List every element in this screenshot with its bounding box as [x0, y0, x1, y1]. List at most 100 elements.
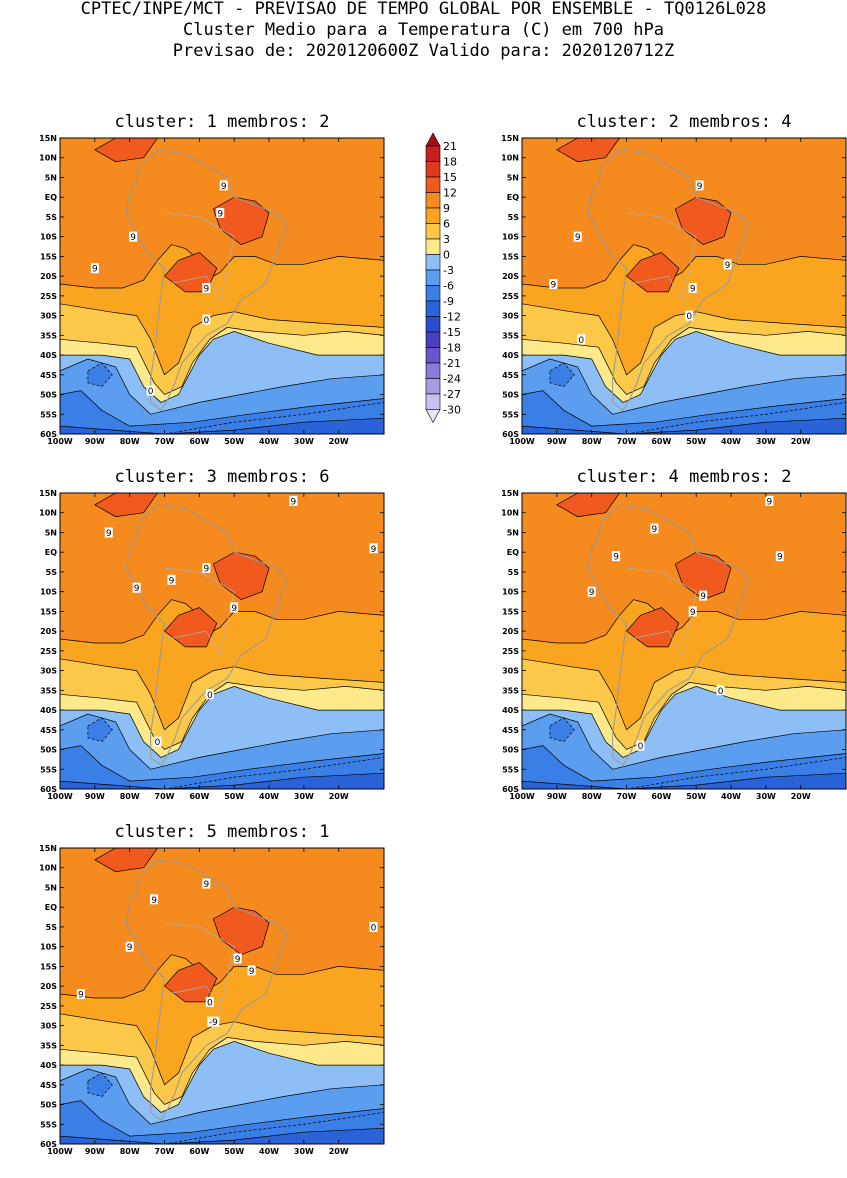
lat-label: 50S — [40, 391, 57, 400]
lat-label: 60S — [502, 785, 519, 794]
lat-label: 55S — [502, 765, 519, 774]
contour-label-box — [216, 207, 225, 218]
lat-label: 5N — [45, 173, 57, 182]
colorbar-box — [425, 347, 441, 364]
lat-label: 5S — [508, 213, 520, 222]
lon-label: 80W — [120, 792, 140, 801]
contour-label-box — [688, 282, 697, 293]
cold-cell — [549, 362, 575, 387]
contour-label-box — [723, 259, 732, 270]
colorbar-box — [425, 362, 441, 379]
lon-label: 60W — [651, 792, 671, 801]
lat-label: 5S — [508, 568, 520, 577]
lat-label: 20S — [40, 627, 57, 636]
contour-label-box — [167, 574, 176, 585]
lat-label: 10S — [502, 233, 519, 242]
colorbar-arrow-top — [425, 132, 441, 147]
cold-cell — [87, 717, 113, 742]
contour-label-box — [207, 1016, 220, 1027]
lat-label: EQ — [45, 193, 57, 202]
contour-label: 0 — [686, 312, 692, 322]
colorbar-box — [425, 393, 441, 410]
contour-label-box — [202, 282, 211, 293]
contour-label-box — [775, 551, 784, 562]
contour-label: 9 — [766, 497, 772, 507]
map-canvas: 9 9 9 9 9 0 0 15N 10N 5N EQ 5S 10S 15S 20S 25S 30S 35S 40S… — [39, 134, 385, 446]
cold-cell — [549, 717, 575, 742]
lon-label: 100W — [47, 792, 73, 801]
lon-label: 30W — [756, 437, 776, 446]
lat-label: 50S — [502, 391, 519, 400]
colorbar-box — [425, 285, 441, 302]
lat-label: 10N — [39, 509, 57, 518]
lat-label: 15S — [502, 607, 519, 616]
contour-label-box — [205, 996, 214, 1007]
lon-label: 30W — [294, 792, 314, 801]
lon-label: 20W — [329, 792, 349, 801]
contour-label-box — [369, 543, 378, 554]
coastline — [125, 149, 288, 412]
lon-label: 40W — [259, 1147, 279, 1156]
lat-label: 35S — [502, 331, 519, 340]
lon-label: 40W — [259, 792, 279, 801]
lat-label: 45S — [40, 1081, 57, 1090]
contour-label-box — [612, 551, 621, 562]
contour-label-box — [716, 685, 725, 696]
lon-label: 100W — [47, 437, 73, 446]
contour-label: 9 — [725, 261, 731, 271]
contour-label: 9 — [550, 281, 556, 291]
lat-label: 5N — [507, 173, 519, 182]
contour-label: 0 — [578, 336, 584, 346]
colorbar-label: -24 — [443, 373, 461, 386]
contour-label: 0 — [155, 738, 161, 748]
contour-label: 9 — [203, 564, 209, 574]
contour-label-box — [150, 894, 159, 905]
colorbar-box — [425, 207, 441, 224]
lat-label: 40S — [40, 1061, 57, 1070]
contour-label: 9 — [690, 608, 696, 618]
lat-label: 55S — [502, 410, 519, 419]
contour-label: 0 — [207, 998, 213, 1008]
contour-label: 0 — [203, 316, 209, 326]
contour-label: 9 — [235, 955, 241, 965]
contour-label-box — [104, 527, 113, 538]
lat-label: 45S — [502, 726, 519, 735]
map-frame — [59, 137, 385, 435]
colorbar-label: 6 — [443, 218, 450, 231]
lat-label: 10N — [501, 154, 519, 163]
colorbar-box — [425, 176, 441, 193]
contour-label: 0 — [718, 687, 724, 697]
lon-label: 100W — [47, 1147, 73, 1156]
lat-label: 35S — [40, 331, 57, 340]
lat-label: 10N — [39, 864, 57, 873]
colorbar-label: 18 — [443, 156, 457, 169]
lon-label: 70W — [155, 792, 175, 801]
colorbar-box — [425, 316, 441, 333]
lat-label: 40S — [40, 706, 57, 715]
lat-label: 10N — [39, 154, 57, 163]
lat-label: 5N — [45, 883, 57, 892]
lat-label: EQ — [45, 548, 57, 557]
coastline — [125, 504, 288, 767]
lat-label: 15N — [501, 489, 519, 498]
dashed-contour — [164, 1112, 384, 1144]
contour-label: 9 — [613, 553, 619, 563]
warm-cell — [556, 493, 620, 518]
lat-label: 40S — [40, 351, 57, 360]
colorbar-label: 9 — [443, 202, 450, 215]
lon-label: 90W — [547, 437, 567, 446]
contour-label-box — [650, 523, 659, 534]
colorbar-box — [425, 254, 441, 271]
lat-label: 15S — [40, 607, 57, 616]
contour-label: 9 — [92, 265, 98, 275]
contour-label-box — [573, 231, 582, 242]
lon-label: 60W — [651, 437, 671, 446]
map-canvas: 99999900-915N10N5NEQ5S10S15S20S25S30S35S… — [39, 844, 385, 1156]
contour-label: 9 — [134, 584, 140, 594]
lat-label: 15S — [40, 962, 57, 971]
contour-label: 9 — [130, 233, 136, 243]
lon-label: 90W — [85, 1147, 105, 1156]
lat-label: 60S — [40, 430, 57, 439]
lon-label: 70W — [155, 1147, 175, 1156]
coastline — [125, 859, 288, 1122]
